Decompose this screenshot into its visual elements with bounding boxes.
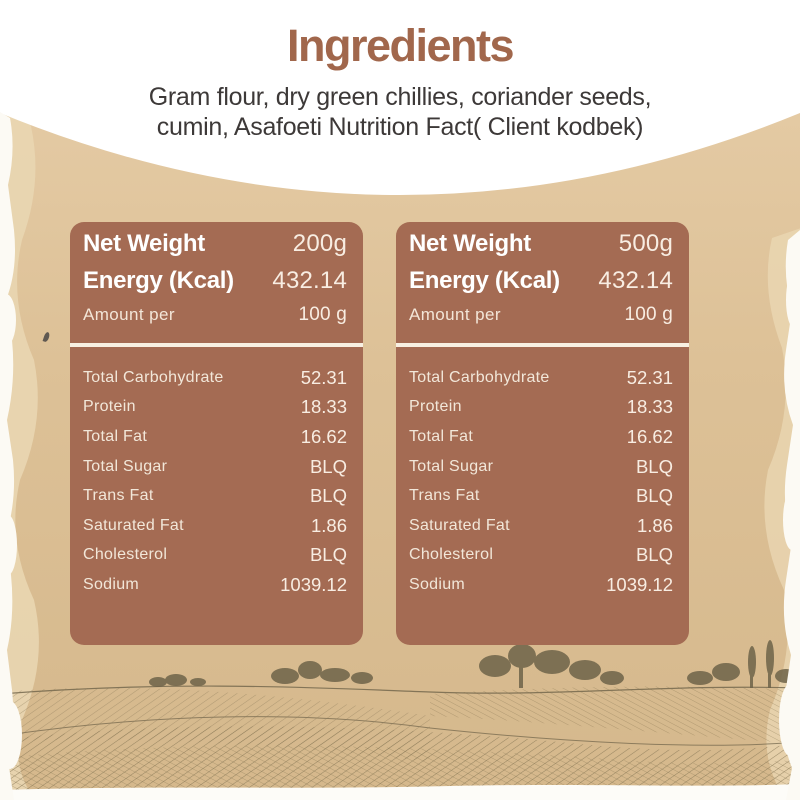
nutrient-value: 1039.12 [280,573,347,595]
nutrient-value: 16.62 [300,425,347,447]
separator-line [70,343,363,347]
nutrient-row: Trans Fat BLQ [83,481,347,511]
ingredients-line-1: Gram flour, dry green chillies, coriande… [148,83,652,111]
nutrient-value: BLQ [635,485,673,507]
nutrient-row: Total Carbohydrate 52.31 [409,363,673,393]
nutrient-value: 18.33 [626,396,673,418]
tree-silhouettes [149,640,797,688]
nutrient-row: Protein 18.33 [409,393,673,423]
farm-landscape-sketch [0,640,800,800]
nutrition-panel-200g: Net Weight 200g Energy (Kcal) 432.14 Amo… [70,222,363,645]
top-white-curve [0,0,800,195]
nutrient-row: Sodium 1039.12 [83,570,347,600]
panel-body: Total Carbohydrate 52.31 Protein 18.33 T… [409,363,673,600]
net-weight-value: 500g [618,230,673,257]
panel-header: Net Weight 500g Energy (Kcal) 432.14 Amo… [409,230,673,338]
energy-value: 432.14 [272,267,347,294]
nutrient-value: 52.31 [626,366,673,388]
amount-per-value: 100 g [298,304,347,325]
nutrient-value: BLQ [635,455,673,477]
energy-row: Energy (Kcal) 432.14 [83,267,347,304]
net-weight-label: Net Weight [83,230,205,257]
nutrient-value: 52.31 [300,366,347,388]
nutrition-panel-500g: Net Weight 500g Energy (Kcal) 432.14 Amo… [396,222,689,645]
nutrient-value: BLQ [309,544,347,566]
nutrient-label: Total Fat [409,427,474,445]
nutrient-label: Saturated Fat [409,516,510,534]
nutrient-value: BLQ [309,485,347,507]
nutrient-label: Trans Fat [83,487,154,505]
nutrient-row: Cholesterol BLQ [83,541,347,571]
nutrient-value: BLQ [309,455,347,477]
nutrient-value: 1039.12 [606,573,673,595]
nutrient-label: Total Carbohydrate [83,368,224,386]
separator-line [396,343,689,347]
net-weight-label: Net Weight [409,230,531,257]
nutrient-label: Sodium [83,575,140,593]
nutrient-row: Cholesterol BLQ [409,541,673,571]
nutrient-row: Total Fat 16.62 [83,422,347,452]
nutrient-value: 16.62 [626,425,673,447]
amount-per-label: Amount per [83,305,175,324]
nutrient-row: Trans Fat BLQ [409,481,673,511]
nutrient-row: Total Carbohydrate 52.31 [83,363,347,393]
page-title: Ingredients [286,20,515,71]
nutrient-row: Saturated Fat 1.86 [83,511,347,541]
nutrient-row: Total Sugar BLQ [83,452,347,482]
amount-per-value: 100 g [624,304,673,325]
nutrient-value: 1.86 [310,514,347,536]
nutrient-label: Cholesterol [83,546,168,564]
nutrient-label: Total Sugar [83,457,168,475]
nutrient-label: Total Sugar [409,457,494,475]
nutrient-value: 1.86 [636,514,673,536]
nutrient-row: Saturated Fat 1.86 [409,511,673,541]
nutrient-row: Sodium 1039.12 [409,570,673,600]
energy-row: Energy (Kcal) 432.14 [409,267,673,304]
nutrient-label: Protein [409,398,462,416]
amount-per-label: Amount per [409,305,501,324]
ingredients-line-2: cumin, Asafoeti Nutrition Fact( Client k… [156,113,644,141]
amount-per-row: Amount per 100 g [83,304,347,338]
nutrient-row: Protein 18.33 [83,393,347,423]
nutrient-label: Sodium [409,575,466,593]
net-weight-value: 200g [292,230,347,257]
panel-header: Net Weight 200g Energy (Kcal) 432.14 Amo… [83,230,347,338]
net-weight-row: Net Weight 500g [409,230,673,267]
energy-label: Energy (Kcal) [83,267,234,294]
energy-label: Energy (Kcal) [409,267,560,294]
nutrient-label: Trans Fat [409,487,480,505]
nutrient-label: Total Fat [83,427,148,445]
amount-per-row: Amount per 100 g [409,304,673,338]
nutrient-value: 18.33 [300,396,347,418]
nutrient-value: BLQ [635,544,673,566]
nutrient-label: Cholesterol [409,546,494,564]
nutrient-row: Total Fat 16.62 [409,422,673,452]
net-weight-row: Net Weight 200g [83,230,347,267]
nutrient-label: Saturated Fat [83,516,184,534]
energy-value: 432.14 [598,267,673,294]
panel-body: Total Carbohydrate 52.31 Protein 18.33 T… [83,363,347,600]
nutrient-label: Total Carbohydrate [409,368,550,386]
nutrient-label: Protein [83,398,136,416]
nutrient-row: Total Sugar BLQ [409,452,673,482]
